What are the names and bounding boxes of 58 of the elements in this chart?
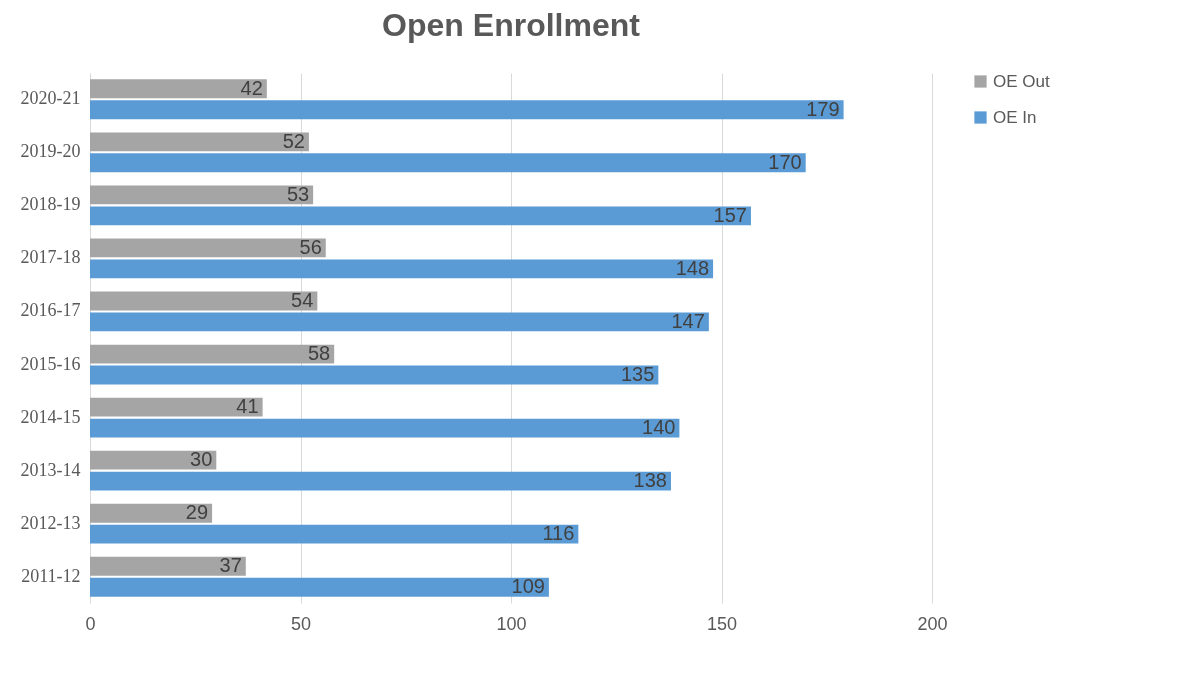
data-label: 37 [219, 554, 242, 577]
y-tick-label: 2011-12 [21, 565, 81, 586]
y-tick-label: 2016-17 [20, 300, 81, 321]
data-label: 138 [633, 469, 667, 492]
y-tick-label: 2018-19 [20, 194, 81, 215]
x-tick-label: 0 [85, 613, 96, 634]
x-tick-label: 200 [917, 613, 948, 634]
data-label: 109 [511, 575, 545, 598]
legend-label: OE In [993, 107, 1037, 127]
data-label: 58 [307, 342, 331, 365]
y-tick-label: 2014-15 [20, 406, 81, 427]
bar [90, 185, 314, 205]
x-tick-label: 150 [706, 613, 738, 634]
bar [90, 344, 335, 364]
bar [90, 100, 844, 120]
x-tick-label: 50 [290, 613, 312, 634]
data-label: 148 [675, 256, 710, 279]
data-label: 29 [185, 501, 209, 524]
data-label: 135 [620, 363, 655, 385]
y-tick-label: 2019-20 [20, 141, 81, 162]
bar [90, 471, 671, 491]
y-tick-label: 2013-14 [20, 459, 81, 480]
bar [90, 291, 318, 311]
bar [90, 503, 213, 523]
bar [90, 238, 326, 258]
chart-title: Open Enrollment [382, 7, 641, 43]
bar [90, 418, 680, 438]
data-label: 54 [291, 289, 314, 311]
data-label: 30 [190, 448, 213, 471]
bar [90, 259, 714, 279]
data-label: 41 [236, 395, 259, 418]
data-label: 157 [713, 203, 747, 226]
bar [90, 206, 751, 226]
bar [90, 312, 709, 332]
bar [90, 365, 659, 385]
bar [90, 132, 309, 152]
y-tick-label: 2012-13 [20, 512, 81, 533]
bar [90, 153, 806, 173]
bar [90, 524, 579, 544]
data-label: 170 [768, 150, 802, 173]
data-label: 179 [806, 97, 840, 120]
bar [90, 79, 267, 99]
bar [90, 450, 217, 470]
data-label: 56 [299, 235, 322, 258]
y-tick-label: 2015-16 [20, 353, 81, 374]
data-label: 147 [671, 309, 705, 332]
bar [90, 577, 549, 597]
legend-label: OE Out [993, 71, 1050, 91]
data-label: 52 [282, 129, 305, 152]
bar [90, 556, 246, 576]
y-tick-label: 2020-21 [20, 88, 81, 109]
data-label: 53 [286, 182, 310, 205]
y-tick-label: 2017-18 [20, 247, 81, 268]
x-tick-label: 100 [496, 613, 527, 634]
data-label: 42 [240, 76, 263, 99]
bar [90, 397, 263, 417]
data-label: 140 [642, 416, 676, 439]
data-label: 116 [542, 522, 575, 545]
